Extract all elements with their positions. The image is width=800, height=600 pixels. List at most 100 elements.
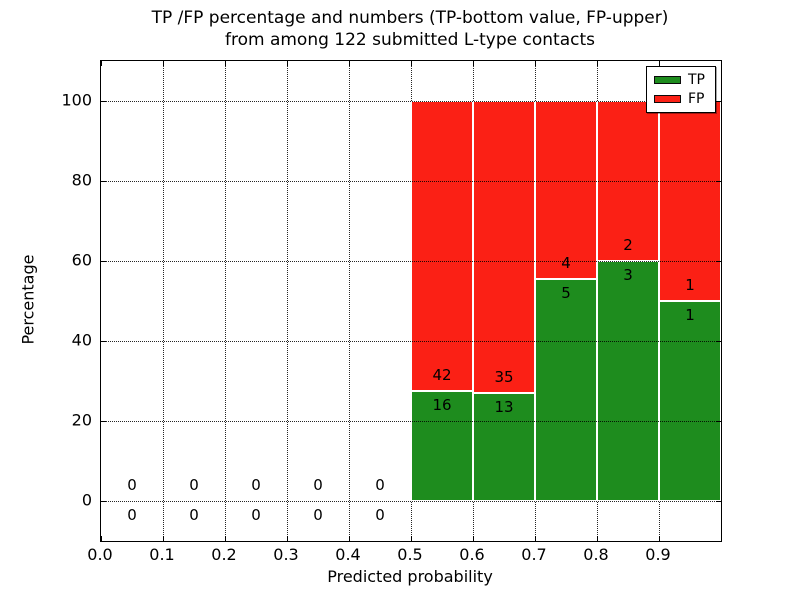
fp-count-label: 2 <box>623 236 633 254</box>
x-axis-tick-top <box>411 61 412 66</box>
fp-count-label: 0 <box>313 476 323 494</box>
y-axis-tick <box>101 261 106 262</box>
fp-count-label: 4 <box>561 253 571 272</box>
x-axis-tick <box>163 536 164 541</box>
y-axis-tick <box>101 181 106 182</box>
fp-count-label: 42 <box>432 365 452 384</box>
legend-entry-label: TP <box>688 71 705 88</box>
bar-segment-fp <box>659 101 721 301</box>
x-axis-tick <box>287 536 288 541</box>
tp-count-label: 0 <box>251 506 261 524</box>
y-tick-label: 40 <box>71 330 92 350</box>
x-tick-label: 0.0 <box>87 545 113 564</box>
chart-title-line2: from among 122 submitted L-type contacts <box>224 30 595 50</box>
gridline-vertical <box>163 61 164 541</box>
y-tick-label: 60 <box>71 250 92 270</box>
x-axis-tick <box>349 536 350 541</box>
y-axis-tick-right <box>716 421 721 422</box>
x-axis-tick-top <box>535 61 536 66</box>
y-axis-tick-right <box>716 181 721 182</box>
x-tick-label: 0.3 <box>273 545 299 564</box>
legend-entry: FP <box>647 92 715 106</box>
x-axis-tick <box>535 536 536 541</box>
y-axis-tick <box>101 341 106 342</box>
bar-segment-fp <box>473 101 535 393</box>
gridline-horizontal <box>101 181 721 182</box>
y-axis-label: Percentage <box>18 254 38 345</box>
y-axis-tick-right <box>716 101 721 102</box>
x-tick-label: 0.8 <box>583 545 609 564</box>
tp-count-label: 0 <box>189 506 199 524</box>
tp-count-label: 0 <box>313 506 323 524</box>
x-tick-label: 0.5 <box>397 545 423 564</box>
chart-title-line1: TP /FP percentage and numbers (TP-bottom… <box>151 8 669 28</box>
gridline-vertical <box>287 61 288 541</box>
x-axis-tick-top <box>101 61 102 66</box>
tp-count-label: 13 <box>494 397 514 416</box>
y-tick-label: 100 <box>61 90 92 110</box>
x-axis-tick-top <box>597 61 598 66</box>
y-tick-label: 20 <box>71 410 92 430</box>
green-swatch-icon <box>654 75 681 84</box>
bar-segment-fp <box>411 101 473 391</box>
gridline-horizontal <box>101 341 721 342</box>
x-axis-tick <box>225 536 226 541</box>
x-tick-label: 0.2 <box>211 545 237 564</box>
legend-box: TP FP <box>646 66 716 113</box>
x-axis-tick <box>659 536 660 541</box>
x-axis-tick-top <box>659 61 660 66</box>
x-tick-label: 0.4 <box>335 545 361 564</box>
fp-count-label: 0 <box>251 476 261 494</box>
tp-count-label: 5 <box>561 283 571 302</box>
legend-entry: TP <box>647 73 715 87</box>
bar-segment-fp <box>535 101 597 279</box>
x-tick-label: 0.6 <box>459 545 485 564</box>
x-axis-tick <box>101 536 102 541</box>
x-axis-tick-top <box>163 61 164 66</box>
fp-count-label: 0 <box>127 476 137 494</box>
y-tick-label: 0 <box>81 490 92 510</box>
gridline-horizontal <box>101 101 721 102</box>
x-axis-tick <box>597 536 598 541</box>
x-tick-label: 0.9 <box>645 545 671 564</box>
x-tick-label: 0.1 <box>149 545 175 564</box>
bar-segment-tp <box>597 261 659 501</box>
y-axis-tick-right <box>716 341 721 342</box>
x-axis-tick-top <box>349 61 350 66</box>
y-axis-tick-right <box>716 501 721 502</box>
gridline-vertical <box>225 61 226 541</box>
legend-entry-label: FP <box>688 91 705 108</box>
x-axis-tick <box>473 536 474 541</box>
tp-count-label: 1 <box>685 306 695 324</box>
red-swatch-icon <box>654 95 681 104</box>
x-tick-label: 0.7 <box>521 545 547 564</box>
y-axis-tick <box>101 101 106 102</box>
tp-count-label: 16 <box>432 395 452 414</box>
fp-count-label: 0 <box>189 476 199 494</box>
y-axis-tick <box>101 501 106 502</box>
x-axis-tick <box>411 536 412 541</box>
bar-segment-tp <box>659 301 721 501</box>
x-axis-tick-top <box>287 61 288 66</box>
x-axis-label: Predicted probability <box>327 567 493 586</box>
bar-segment-tp <box>473 392 535 501</box>
tp-count-label: 0 <box>375 506 385 524</box>
fp-count-label: 0 <box>375 476 385 494</box>
gridline-horizontal <box>101 261 721 262</box>
plot-area: 0 0 0 0 0 0 0 0 0 0 42 16 35 13 4 5 2 3 1 1 <box>100 60 722 542</box>
gridline-horizontal <box>101 421 721 422</box>
fp-count-label: 1 <box>685 276 695 294</box>
gridline-horizontal <box>101 501 721 502</box>
gridline-vertical <box>349 61 350 541</box>
y-tick-label: 80 <box>71 170 92 190</box>
x-axis-tick-top <box>473 61 474 66</box>
y-axis-tick-right <box>716 261 721 262</box>
bar-segment-tp <box>411 390 473 501</box>
tp-count-label: 0 <box>127 506 137 524</box>
tp-count-label: 3 <box>623 266 633 284</box>
fp-count-label: 35 <box>494 367 514 386</box>
x-axis-tick-top <box>225 61 226 66</box>
bar-segment-tp <box>535 278 597 501</box>
y-axis-tick <box>101 421 106 422</box>
